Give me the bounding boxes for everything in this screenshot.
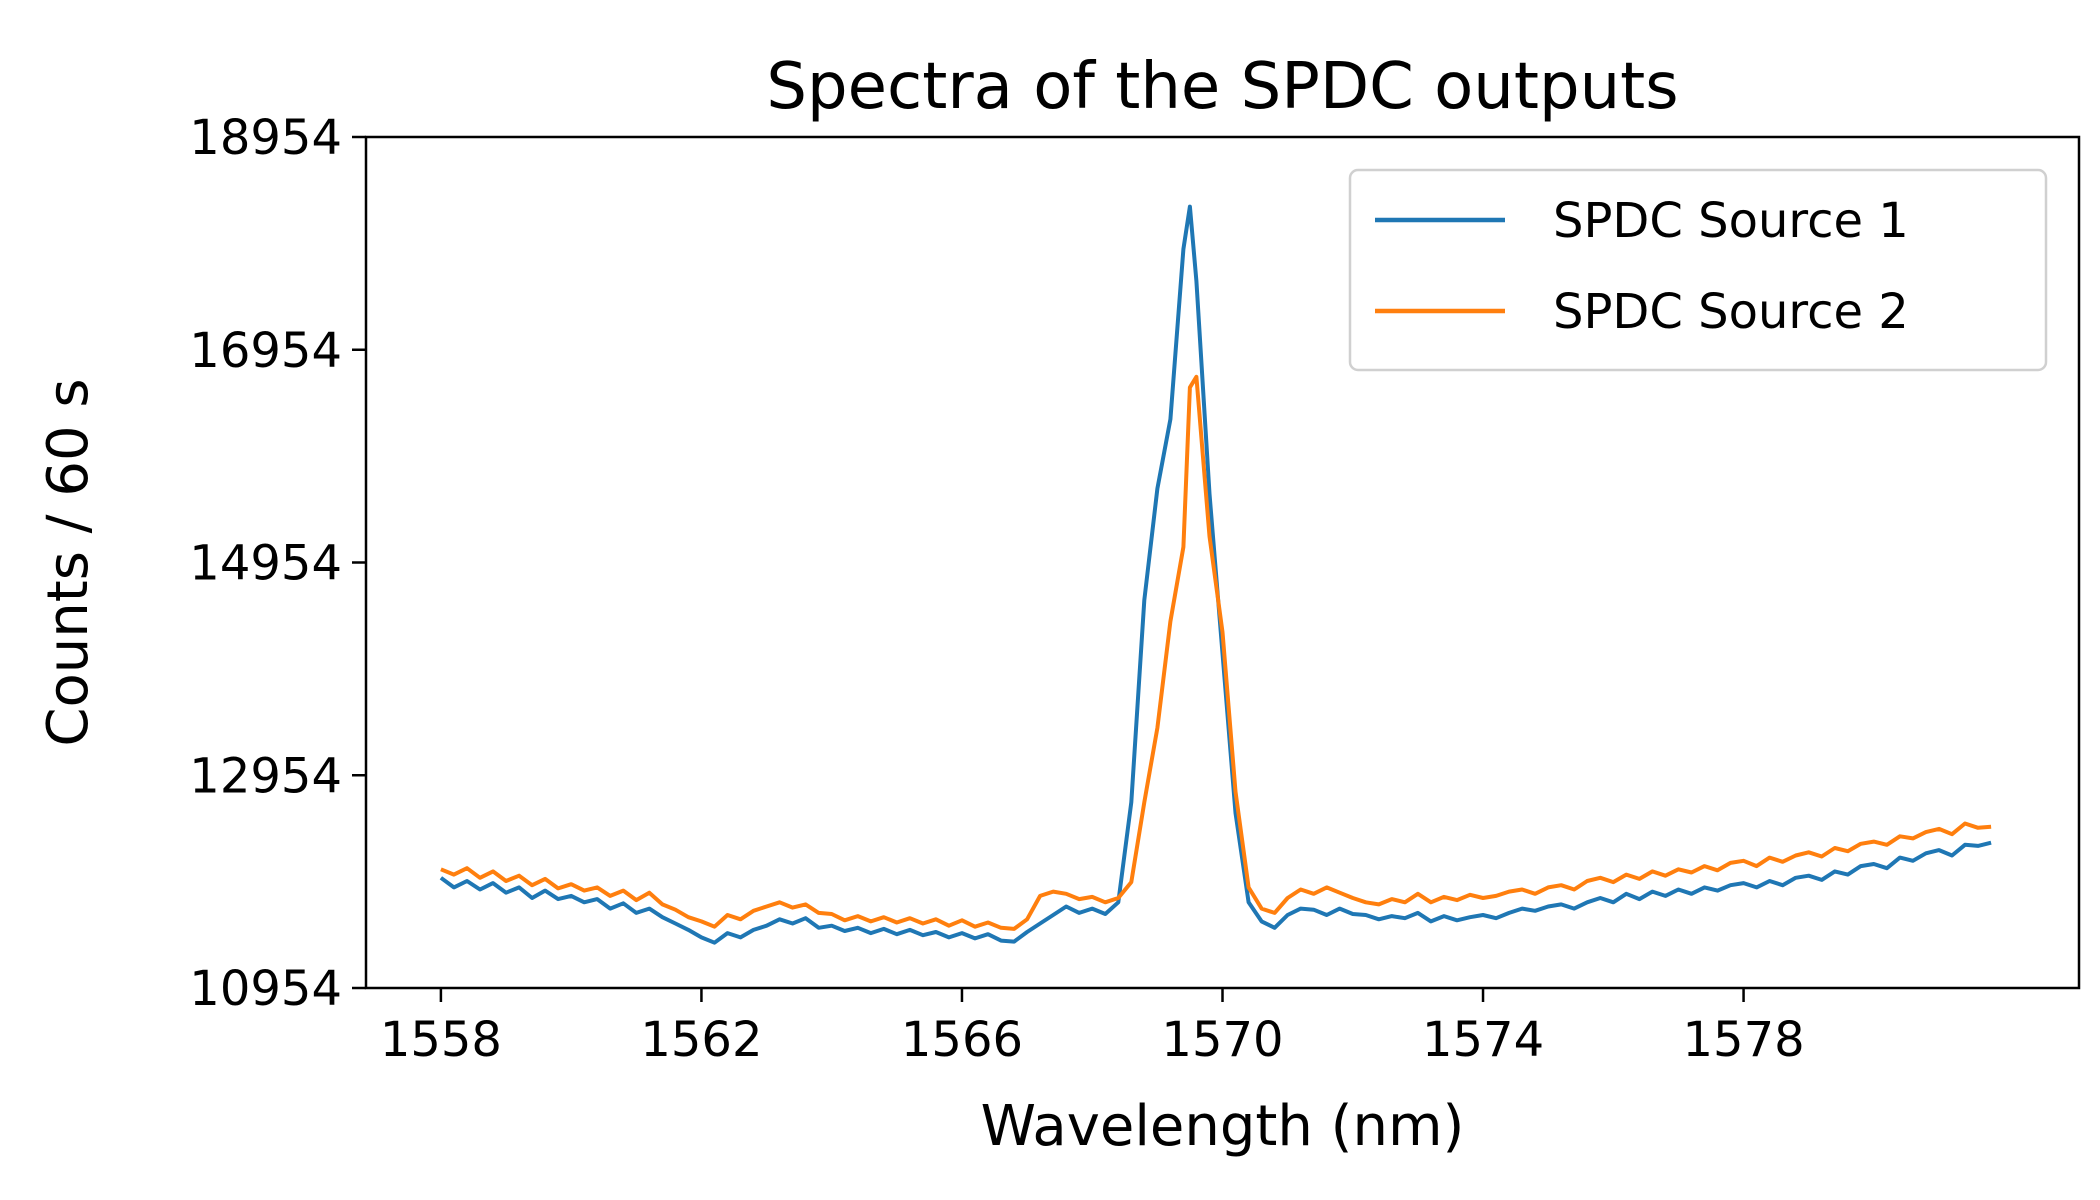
chart-title: Spectra of the SPDC outputs (766, 50, 1678, 124)
y-axis-label: Counts / 60 s (36, 378, 101, 746)
plot-area (439, 204, 1992, 945)
y-tick-label: 14954 (189, 536, 342, 592)
x-tick-label: 1558 (380, 1012, 502, 1068)
x-axis-label: Wavelength (nm) (981, 1094, 1465, 1159)
x-tick-label: 1578 (1682, 1012, 1804, 1068)
y-tick-label: 18954 (189, 110, 342, 166)
y-axis: 10954 12954 14954 16954 18954 (189, 110, 366, 1017)
x-tick-label: 1570 (1161, 1012, 1283, 1068)
legend: SPDC Source 1 SPDC Source 2 (1348, 168, 2048, 372)
legend-box (1348, 168, 2048, 372)
y-tick-label: 10954 (189, 961, 342, 1017)
y-tick-label: 16954 (189, 323, 342, 379)
series-line-source-2 (440, 374, 1992, 931)
legend-label-source-2: SPDC Source 2 (1553, 284, 1909, 340)
series-line-source-1 (439, 204, 1992, 945)
legend-label-source-1: SPDC Source 1 (1553, 193, 1909, 249)
x-tick-label: 1566 (901, 1012, 1023, 1068)
y-tick-label: 12954 (189, 748, 342, 804)
x-tick-label: 1562 (640, 1012, 762, 1068)
x-tick-label: 1574 (1422, 1012, 1544, 1068)
x-axis: 1558 1562 1566 1570 1574 1578 (380, 988, 1805, 1068)
